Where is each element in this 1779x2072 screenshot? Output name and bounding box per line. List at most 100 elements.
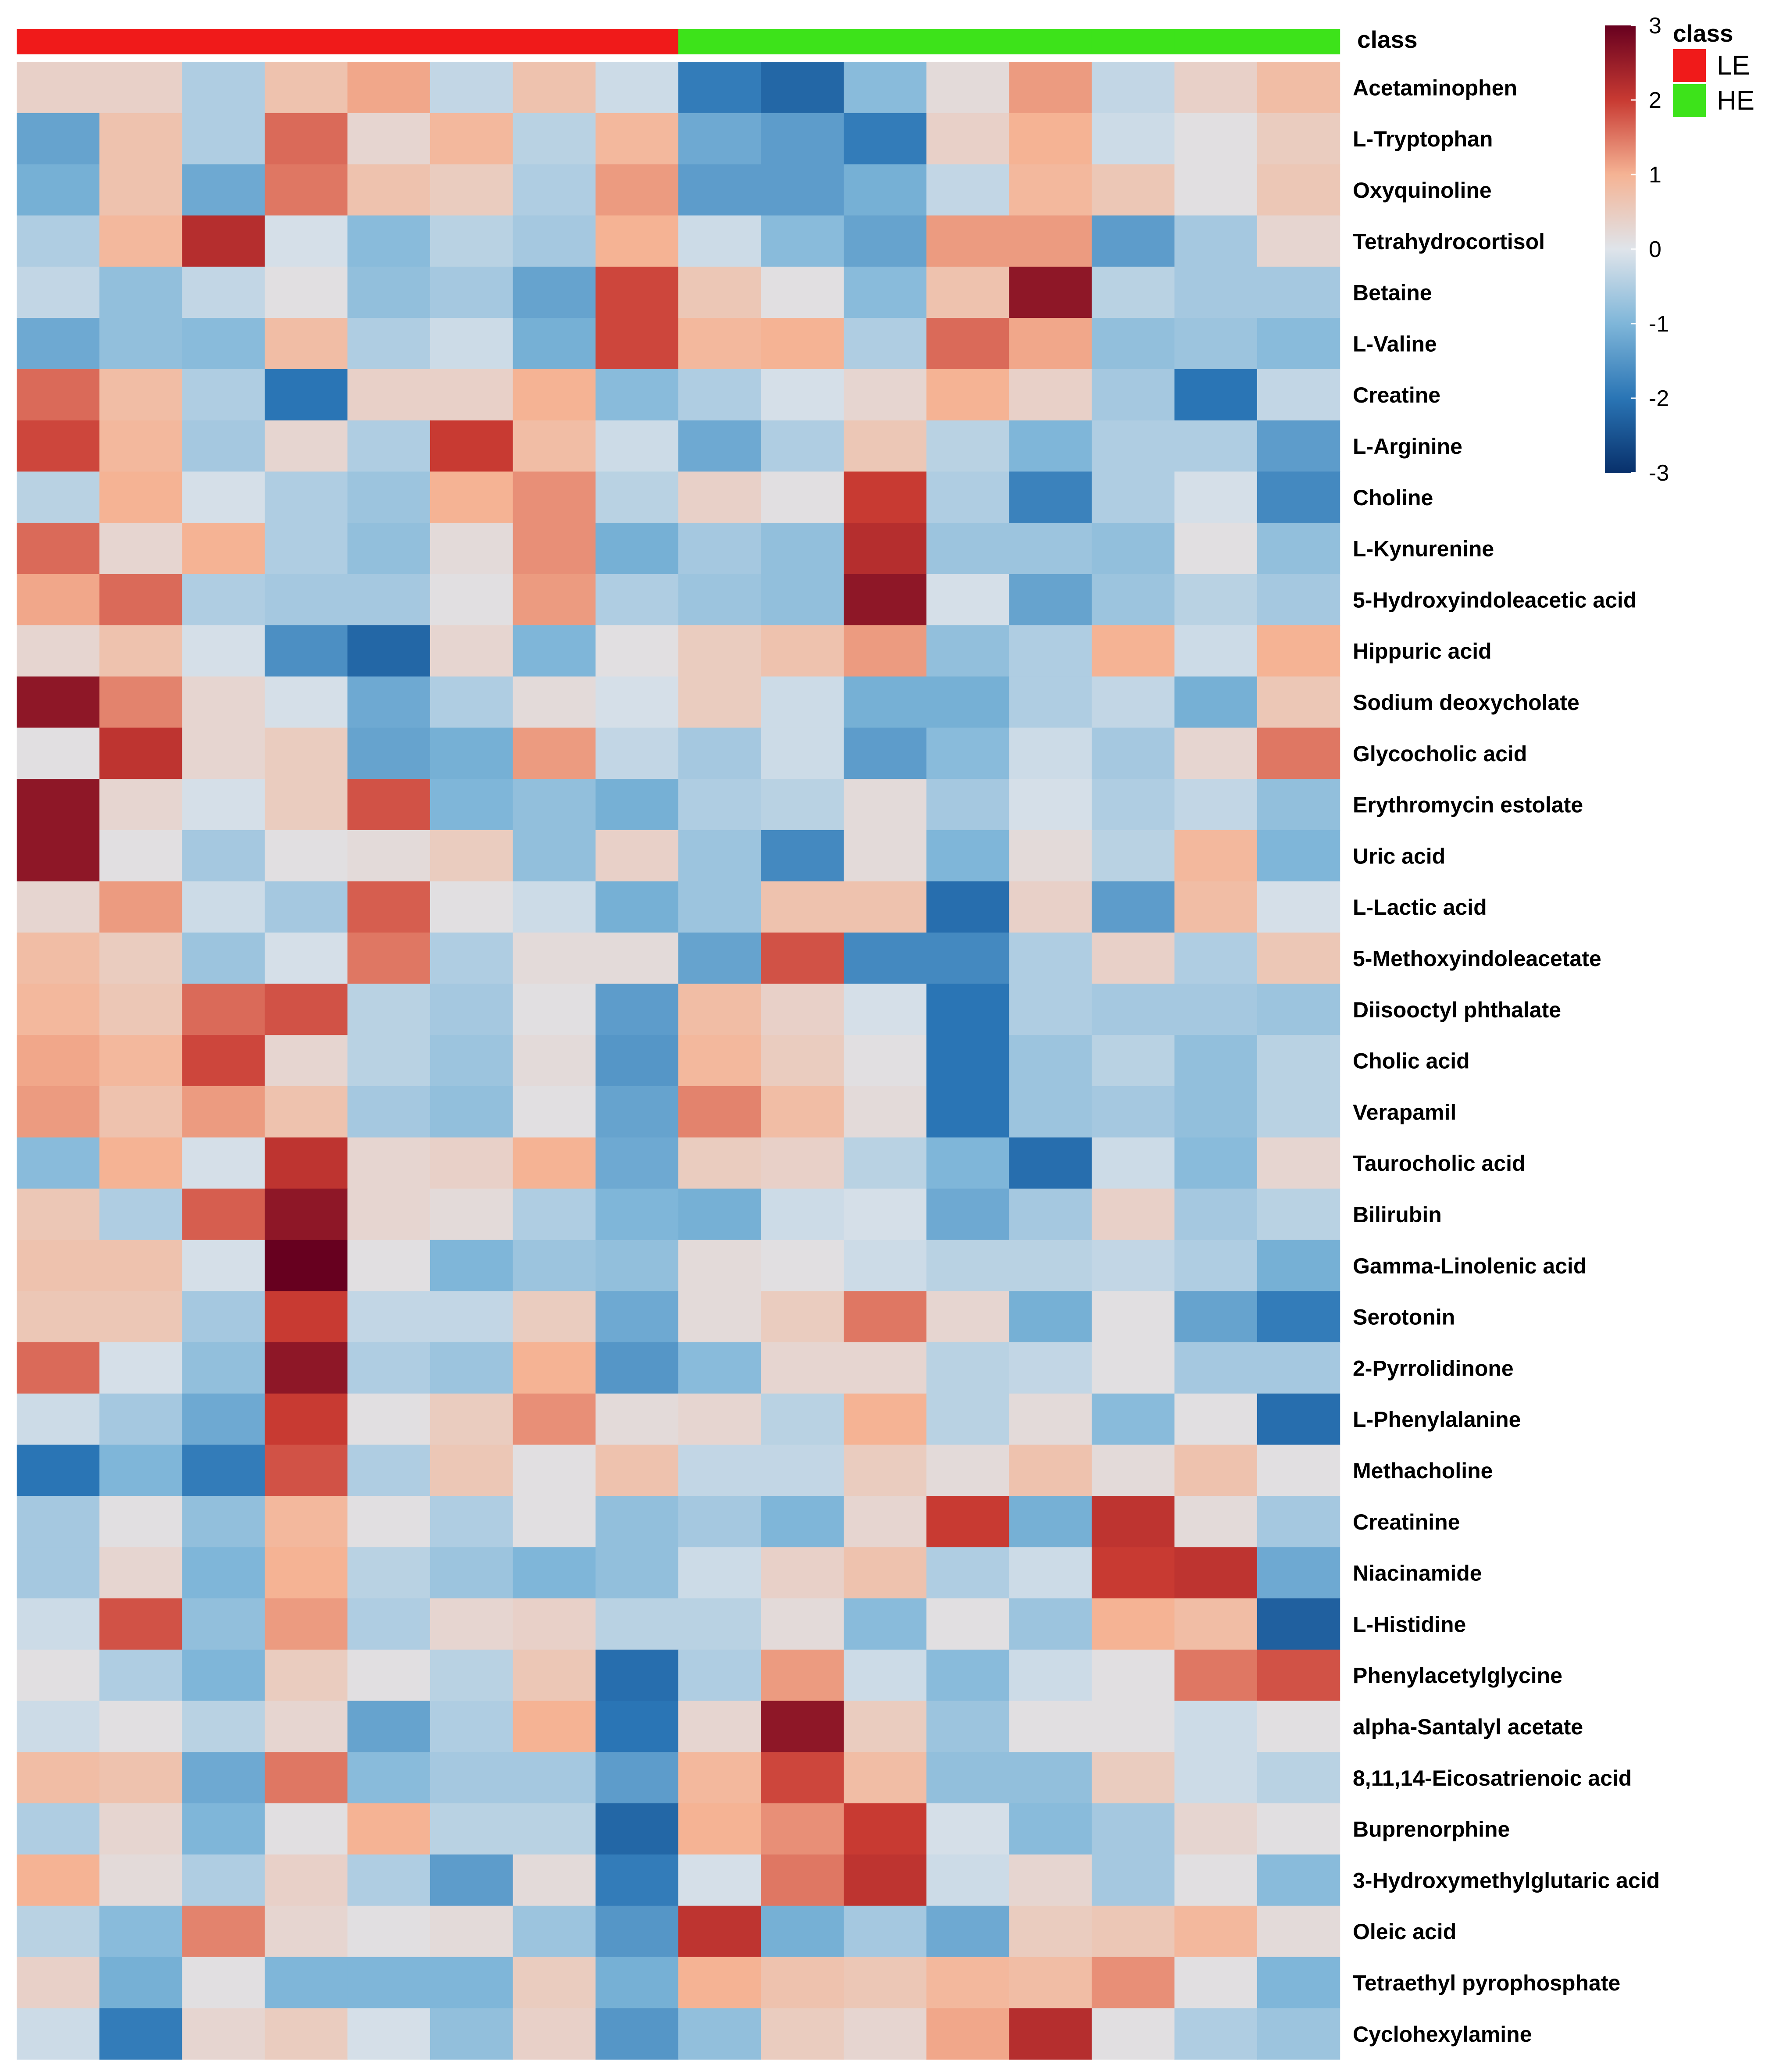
heatmap-cell bbox=[761, 1905, 844, 1958]
heatmap-cell bbox=[182, 779, 265, 831]
class-annotation-bar bbox=[17, 29, 1340, 54]
heatmap-cell bbox=[926, 1137, 1009, 1189]
heatmap-cell bbox=[17, 267, 100, 318]
heatmap-cell bbox=[678, 574, 761, 626]
heatmap-cell bbox=[1174, 1496, 1258, 1548]
heatmap-cell bbox=[595, 625, 679, 677]
heatmap-cell bbox=[17, 625, 100, 677]
heatmap-cell bbox=[678, 1905, 761, 1958]
heatmap-cell bbox=[761, 676, 844, 728]
heatmap-cell bbox=[182, 1444, 265, 1496]
heatmap-cell bbox=[99, 1803, 182, 1855]
heatmap-cell bbox=[182, 267, 265, 318]
heatmap-cell bbox=[1257, 1086, 1340, 1138]
heatmap-cell bbox=[1174, 318, 1258, 370]
heatmap-cell bbox=[1091, 164, 1175, 216]
heatmap-cell bbox=[513, 1496, 596, 1548]
heatmap-cell bbox=[264, 523, 348, 574]
heatmap-cell bbox=[1257, 113, 1340, 165]
heatmap-cell bbox=[182, 164, 265, 216]
heatmap-cell bbox=[513, 62, 596, 114]
heatmap-cell bbox=[430, 113, 513, 165]
heatmap-cell bbox=[99, 1957, 182, 2008]
heatmap-cell bbox=[1174, 1342, 1258, 1394]
heatmap-cell bbox=[347, 2008, 431, 2060]
heatmap-cell bbox=[347, 1137, 431, 1189]
heatmap-cell bbox=[430, 215, 513, 267]
heatmap-cell bbox=[182, 420, 265, 472]
heatmap-cell bbox=[264, 728, 348, 779]
heatmap-cell bbox=[926, 113, 1009, 165]
heatmap-cell bbox=[844, 1803, 927, 1855]
heatmap-cell bbox=[182, 1240, 265, 1291]
row-label: alpha-Santalyl acetate bbox=[1353, 1715, 1583, 1739]
heatmap-cell bbox=[513, 1598, 596, 1650]
heatmap-cell bbox=[595, 1752, 679, 1804]
heatmap-cell bbox=[761, 1752, 844, 1804]
heatmap-cell bbox=[430, 574, 513, 626]
heatmap-cell bbox=[99, 728, 182, 779]
heatmap-cell bbox=[1009, 1701, 1092, 1752]
heatmap-cell bbox=[430, 676, 513, 728]
heatmap-cell bbox=[1174, 1803, 1258, 1855]
heatmap-cell bbox=[182, 1701, 265, 1752]
heatmap-cell bbox=[1257, 420, 1340, 472]
heatmap-cell bbox=[926, 676, 1009, 728]
heatmap-cell bbox=[1174, 471, 1258, 523]
heatmap-cell bbox=[761, 574, 844, 626]
heatmap-cell bbox=[1091, 1547, 1175, 1599]
heatmap-cell bbox=[264, 164, 348, 216]
heatmap-cell bbox=[678, 471, 761, 523]
heatmap-cell bbox=[99, 779, 182, 831]
heatmap-cell bbox=[347, 1905, 431, 1958]
heatmap-cell bbox=[678, 420, 761, 472]
heatmap-cell bbox=[17, 62, 100, 114]
heatmap-cell bbox=[347, 369, 431, 421]
heatmap-cell bbox=[1174, 1035, 1258, 1087]
heatmap-cell bbox=[17, 2008, 100, 2060]
heatmap-cell bbox=[678, 1444, 761, 1496]
heatmap-cell bbox=[678, 932, 761, 984]
heatmap-cell bbox=[926, 830, 1009, 882]
heatmap-cell bbox=[1257, 1188, 1340, 1240]
row-label: Hippuric acid bbox=[1353, 639, 1492, 663]
legend-label-he: HE bbox=[1717, 86, 1754, 116]
heatmap-cell bbox=[99, 471, 182, 523]
heatmap-cell bbox=[264, 1854, 348, 1906]
heatmap-cell bbox=[513, 1086, 596, 1138]
heatmap-cell bbox=[513, 1240, 596, 1291]
heatmap-cell bbox=[99, 1086, 182, 1138]
heatmap-cell bbox=[1091, 1701, 1175, 1752]
heatmap-cell bbox=[1257, 369, 1340, 421]
color-scale-legend: 3 2 1 0 -1 -2 -3 bbox=[1605, 13, 1669, 486]
heatmap-cell bbox=[595, 2008, 679, 2060]
heatmap-cell bbox=[182, 676, 265, 728]
heatmap-cell bbox=[761, 267, 844, 318]
colorbar-tick-label: 2 bbox=[1649, 88, 1661, 113]
heatmap-cell bbox=[1009, 1086, 1092, 1138]
heatmap-cell bbox=[678, 1854, 761, 1906]
heatmap-cell bbox=[1174, 1957, 1258, 2008]
heatmap-cell bbox=[678, 881, 761, 933]
heatmap-cell bbox=[678, 1393, 761, 1445]
class-bar-cell-le bbox=[264, 29, 348, 54]
heatmap-cell bbox=[678, 164, 761, 216]
heatmap-cell bbox=[430, 1188, 513, 1240]
row-label: Tetrahydrocortisol bbox=[1353, 229, 1545, 254]
heatmap-cell bbox=[1174, 1137, 1258, 1189]
heatmap-cell bbox=[430, 523, 513, 574]
row-label: Methacholine bbox=[1353, 1459, 1493, 1483]
heatmap-cell bbox=[844, 1393, 927, 1445]
heatmap-cell bbox=[1174, 932, 1258, 984]
heatmap-cell bbox=[99, 1393, 182, 1445]
heatmap-cell bbox=[1091, 574, 1175, 626]
heatmap-cell bbox=[513, 779, 596, 831]
heatmap-cell bbox=[595, 215, 679, 267]
heatmap-cell bbox=[99, 113, 182, 165]
heatmap-cell bbox=[99, 62, 182, 114]
heatmap-cell bbox=[1009, 420, 1092, 472]
heatmap-cell bbox=[99, 1752, 182, 1804]
heatmap-cell bbox=[1009, 1393, 1092, 1445]
heatmap-cell bbox=[17, 113, 100, 165]
heatmap-cell bbox=[595, 779, 679, 831]
